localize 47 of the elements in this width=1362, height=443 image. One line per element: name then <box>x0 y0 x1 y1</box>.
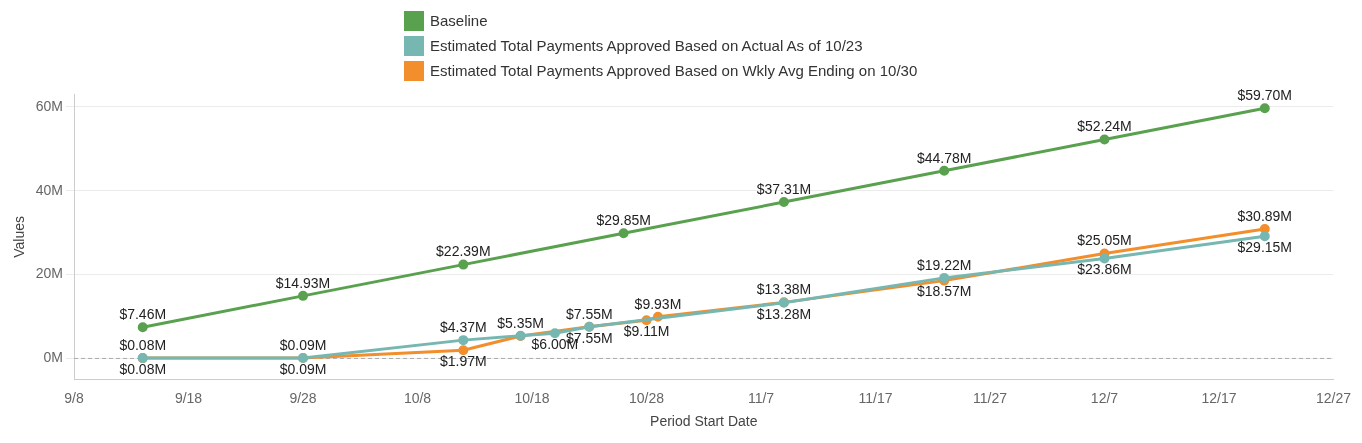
x-tick-label: 9/8 <box>64 389 84 406</box>
data-label: $0.08M <box>119 336 167 353</box>
x-tick-label: 9/18 <box>174 389 203 406</box>
data-label: $1.97M <box>439 353 487 370</box>
data-label: $44.78M <box>916 149 972 166</box>
x-tick-label: 12/27 <box>1315 389 1352 406</box>
x-tick-label: 9/28 <box>289 389 317 406</box>
data-label: $0.08M <box>119 360 167 377</box>
legend-label: Estimated Total Payments Approved Based on Actual As of 10/23 <box>430 37 863 54</box>
data-label: $25.05M <box>1077 232 1132 249</box>
x-tick-label: 10/8 <box>403 389 432 406</box>
x-tick-label: 10/28 <box>628 389 665 406</box>
x-tick-label: 12/17 <box>1201 389 1237 406</box>
y-axis-title: Values <box>11 216 28 258</box>
data-label: $4.37M <box>439 318 487 335</box>
x-tick-label: 11/7 <box>747 389 775 406</box>
data-label: $0.09M <box>279 336 327 353</box>
x-tick-label: 11/17 <box>858 389 893 406</box>
data-label: $7.55M <box>565 305 613 322</box>
data-label: $23.86M <box>1077 261 1132 278</box>
data-label: $29.85M <box>596 212 651 229</box>
y-tick-label: 40M <box>35 181 64 198</box>
data-label: $52.24M <box>1077 118 1132 135</box>
data-label: $5.35M <box>497 314 544 331</box>
data-label: $22.39M <box>436 243 491 260</box>
data-label: $0.09M <box>279 360 327 377</box>
data-label: $19.22M <box>916 256 972 273</box>
data-label: $59.70M <box>1237 87 1293 104</box>
data-label: $14.93M <box>275 274 331 291</box>
data-label: $9.11M <box>623 323 670 340</box>
data-label: $13.28M <box>756 305 812 322</box>
x-axis-title: Period Start Date <box>650 413 758 430</box>
data-label: $30.89M <box>1237 207 1293 224</box>
legend-label: Baseline <box>430 12 488 29</box>
data-label: $13.38M <box>756 281 812 298</box>
y-tick-label: 60M <box>35 97 64 114</box>
data-label: $37.31M <box>756 180 812 197</box>
legend-label: Estimated Total Payments Approved Based on Wkly Avg Ending on 10/30 <box>430 62 918 79</box>
x-tick-label: 10/18 <box>514 389 550 406</box>
y-tick-label: 20M <box>35 265 64 282</box>
x-tick-label: 11/27 <box>973 389 1008 406</box>
data-label: $9.93M <box>634 295 682 312</box>
data-label: $7.46M <box>119 306 167 323</box>
data-label: $18.57M <box>916 283 972 300</box>
data-label: $29.15M <box>1237 239 1293 256</box>
y-tick-label: 0M <box>43 349 64 366</box>
x-tick-label: 12/7 <box>1090 389 1119 406</box>
